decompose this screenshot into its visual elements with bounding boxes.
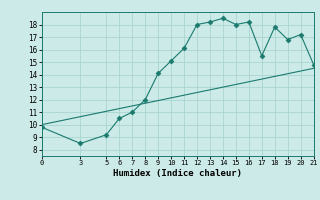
X-axis label: Humidex (Indice chaleur): Humidex (Indice chaleur) bbox=[113, 169, 242, 178]
